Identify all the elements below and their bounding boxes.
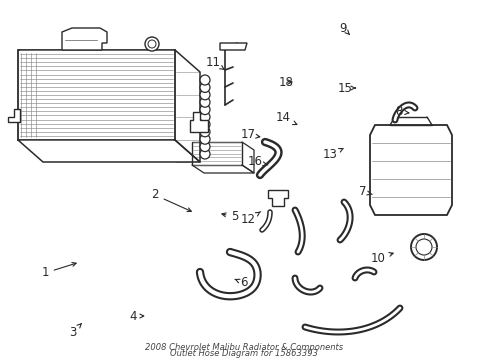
Circle shape xyxy=(200,127,209,137)
Circle shape xyxy=(200,149,209,159)
Text: 2: 2 xyxy=(151,189,191,212)
Text: 12: 12 xyxy=(240,212,260,226)
Text: 10: 10 xyxy=(370,252,392,265)
Circle shape xyxy=(410,234,436,260)
Text: 13: 13 xyxy=(322,148,343,162)
Polygon shape xyxy=(267,190,287,206)
Circle shape xyxy=(200,97,209,107)
Circle shape xyxy=(200,141,209,152)
Polygon shape xyxy=(192,142,242,165)
Text: 14: 14 xyxy=(275,112,296,125)
Circle shape xyxy=(200,134,209,144)
Circle shape xyxy=(200,90,209,100)
Text: 18: 18 xyxy=(278,76,293,89)
Text: 11: 11 xyxy=(205,55,224,69)
Text: 16: 16 xyxy=(247,156,267,168)
Text: 6: 6 xyxy=(234,276,247,289)
Text: 1: 1 xyxy=(41,262,76,279)
Polygon shape xyxy=(190,112,207,132)
Polygon shape xyxy=(220,43,246,50)
Text: 5: 5 xyxy=(222,211,238,224)
Circle shape xyxy=(200,82,209,93)
Text: Outlet Hose Diagram for 15863393: Outlet Hose Diagram for 15863393 xyxy=(170,349,318,358)
Text: 7: 7 xyxy=(359,185,371,198)
Text: 3: 3 xyxy=(69,324,81,338)
Polygon shape xyxy=(369,125,451,215)
Circle shape xyxy=(200,120,209,129)
Text: 2008 Chevrolet Malibu Radiator & Components: 2008 Chevrolet Malibu Radiator & Compone… xyxy=(145,343,343,352)
Circle shape xyxy=(200,105,209,114)
Circle shape xyxy=(200,112,209,122)
Circle shape xyxy=(200,75,209,85)
Polygon shape xyxy=(62,28,107,50)
Text: 15: 15 xyxy=(337,81,355,94)
Polygon shape xyxy=(8,109,20,122)
Text: 4: 4 xyxy=(129,310,143,323)
Text: 8: 8 xyxy=(394,105,408,118)
Text: 17: 17 xyxy=(240,129,259,141)
Circle shape xyxy=(148,40,156,48)
Polygon shape xyxy=(18,50,175,140)
Circle shape xyxy=(415,239,431,255)
Circle shape xyxy=(145,37,159,51)
Text: 9: 9 xyxy=(339,22,349,35)
